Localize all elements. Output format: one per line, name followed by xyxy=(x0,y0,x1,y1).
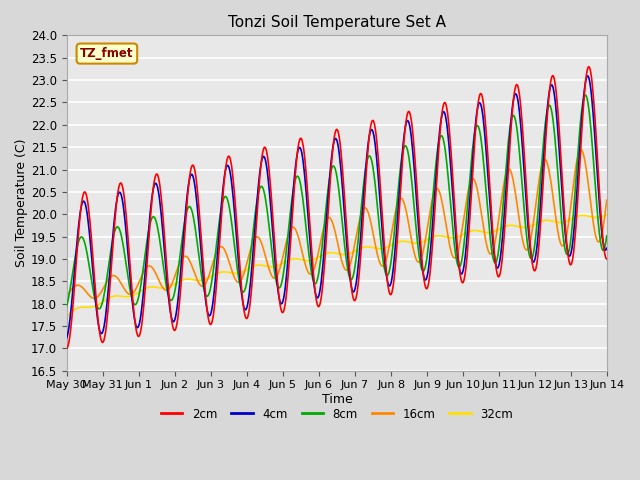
Legend: 2cm, 4cm, 8cm, 16cm, 32cm: 2cm, 4cm, 8cm, 16cm, 32cm xyxy=(156,403,518,425)
Text: TZ_fmet: TZ_fmet xyxy=(80,47,134,60)
Title: Tonzi Soil Temperature Set A: Tonzi Soil Temperature Set A xyxy=(228,15,446,30)
Y-axis label: Soil Temperature (C): Soil Temperature (C) xyxy=(15,139,28,267)
X-axis label: Time: Time xyxy=(322,393,353,406)
